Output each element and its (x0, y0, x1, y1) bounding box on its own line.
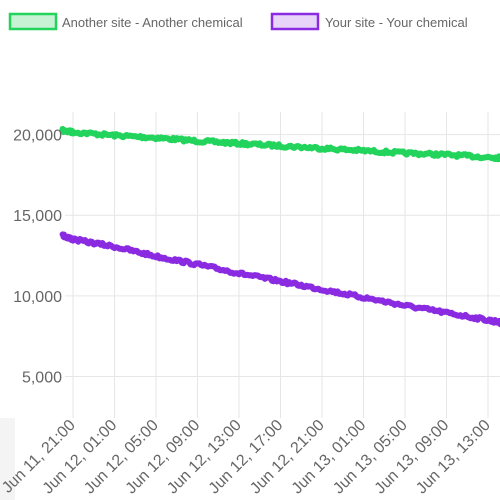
legend-label-your-site: Your site - Your chemical (325, 15, 468, 30)
chart-legend: Another site - Another chemical Your sit… (8, 12, 468, 31)
chart-grid (65, 112, 500, 418)
y-axis: 5,000 10,000 15,000 20,000 (13, 128, 62, 387)
side-panel (0, 418, 15, 500)
legend-item-another-site[interactable]: Another site - Another chemical (8, 12, 243, 31)
y-tick-label: 20,000 (13, 128, 62, 145)
y-tick-label: 5,000 (22, 370, 62, 387)
y-tick-label: 15,000 (13, 208, 62, 225)
legend-item-your-site[interactable]: Your site - Your chemical (270, 12, 468, 31)
series-line-another-site (59, 125, 500, 163)
legend-label-another-site: Another site - Another chemical (62, 15, 243, 30)
y-tick-label: 10,000 (13, 289, 62, 306)
x-tick-label: Jun 13, 13:00 (413, 417, 494, 498)
legend-swatch-your-site (270, 12, 320, 31)
chart-series (59, 125, 500, 328)
series-line-your-site (59, 231, 500, 328)
legend-swatch-another-site (8, 12, 58, 31)
